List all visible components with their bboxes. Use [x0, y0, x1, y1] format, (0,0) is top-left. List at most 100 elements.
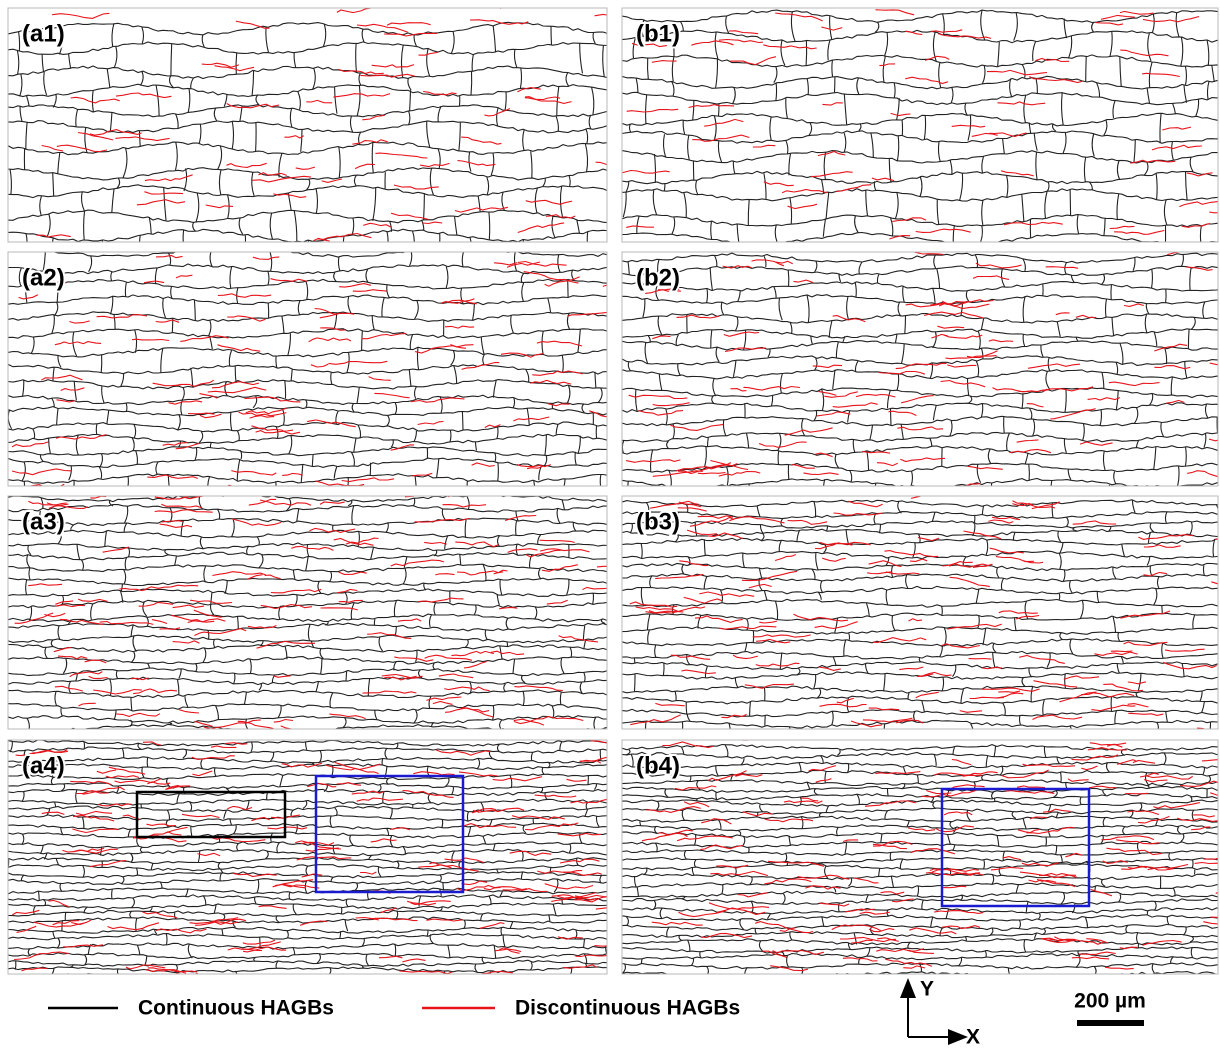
grain-boundary: [763, 590, 768, 602]
discontinuous-boundary: [755, 921, 796, 930]
grain-boundary: [116, 177, 121, 189]
grain-map: [622, 740, 1218, 974]
discontinuous-boundary: [397, 618, 422, 622]
discontinuous-boundary: [848, 500, 883, 508]
grain-boundary: [1180, 254, 1184, 267]
grain-boundary: [111, 23, 115, 47]
grain-boundary: [709, 267, 713, 291]
grain-boundary: [1172, 888, 1176, 897]
grain-boundary: [577, 435, 581, 454]
grain-boundary: [683, 850, 687, 860]
grain-boundary: [566, 579, 570, 596]
grain-boundary: [1007, 967, 1010, 974]
discontinuous-boundary: [14, 612, 54, 624]
grain-boundary: [224, 381, 228, 397]
grain-boundary: [744, 642, 748, 652]
grain-boundary: [58, 25, 64, 55]
discontinuous-boundary: [338, 599, 363, 603]
discontinuous-boundary: [1106, 742, 1127, 747]
grain-boundary: [622, 340, 1218, 351]
grain-boundary: [663, 183, 666, 192]
grain-boundary: [671, 56, 675, 82]
discontinuous-boundary: [1081, 765, 1098, 771]
grain-boundary: [990, 927, 994, 936]
grain-boundary: [370, 546, 375, 560]
grain-boundary: [236, 430, 240, 441]
discontinuous-boundary: [972, 563, 993, 569]
grain-boundary: [622, 856, 1218, 865]
discontinuous-boundary: [1028, 879, 1076, 888]
grain-boundary: [340, 907, 343, 915]
grain-boundary: [84, 127, 88, 153]
discontinuous-boundary: [655, 573, 704, 580]
grain-boundary: [234, 366, 237, 384]
discontinuous-boundary: [972, 275, 1010, 281]
discontinuous-boundary: [356, 23, 408, 33]
discontinuous-boundary: [1130, 849, 1162, 856]
grain-boundary: [1093, 966, 1097, 974]
discontinuous-boundary: [210, 745, 237, 749]
grain-boundary: [232, 920, 236, 928]
grain-boundary: [1101, 372, 1105, 389]
grain-boundary: [378, 637, 384, 652]
grain-boundary: [541, 767, 545, 775]
grain-boundary: [443, 970, 446, 974]
discontinuous-boundary: [338, 68, 384, 75]
discontinuous-boundary: [481, 970, 513, 974]
grain-boundary: [845, 529, 850, 545]
discontinuous-boundary: [574, 894, 607, 899]
discontinuous-boundary: [570, 798, 607, 804]
discontinuous-boundary: [997, 101, 1046, 106]
discontinuous-boundary: [231, 470, 277, 476]
grain-boundary: [1190, 316, 1196, 330]
grain-boundary: [522, 825, 527, 834]
discontinuous-boundary: [1138, 815, 1170, 824]
grain-boundary: [627, 361, 632, 372]
grain-boundary: [203, 565, 207, 583]
discontinuous-boundary: [325, 764, 379, 775]
grain-boundary: [1003, 416, 1005, 434]
grain-boundary: [982, 627, 987, 646]
grain-boundary: [386, 284, 390, 299]
discontinuous-boundary: [125, 964, 166, 970]
grain-boundary: [300, 129, 303, 152]
discontinuous-boundary: [743, 385, 800, 391]
grain-boundary: [48, 438, 51, 454]
grain-boundary: [297, 300, 301, 316]
discontinuous-boundary: [638, 409, 684, 416]
grain-boundary: [8, 773, 607, 780]
discontinuous-boundary: [504, 514, 537, 522]
grain-boundary: [975, 589, 980, 604]
discontinuous-boundary: [361, 332, 407, 340]
discontinuous-boundary: [676, 314, 720, 319]
discontinuous-boundary: [888, 410, 917, 416]
grain-boundary: [816, 688, 822, 699]
grain-boundary: [503, 683, 506, 693]
grain-boundary: [1163, 752, 1167, 765]
grain-boundary: [1137, 673, 1142, 692]
discontinuous-boundary: [701, 818, 732, 825]
discontinuous-boundary: [199, 413, 222, 419]
discontinuous-boundary: [247, 624, 277, 629]
grain-boundary: [238, 218, 244, 235]
grain-boundary: [717, 140, 723, 163]
grain-boundary: [183, 168, 188, 192]
grain-boundary: [574, 930, 578, 940]
grain-boundary: [316, 953, 321, 964]
grain-boundary: [50, 639, 54, 647]
discontinuous-boundary: [1147, 863, 1189, 871]
grain-boundary: [8, 966, 607, 974]
grain-boundary: [820, 755, 824, 764]
grain-boundary: [50, 776, 54, 785]
grain-boundary: [367, 678, 371, 696]
grain-boundary: [652, 900, 657, 911]
discontinuous-boundary: [36, 234, 71, 238]
grain-boundary: [1180, 833, 1185, 843]
discontinuous-boundary: [362, 114, 385, 121]
discontinuous-boundary: [56, 144, 108, 153]
grain-boundary: [649, 449, 654, 473]
discontinuous-boundary: [62, 848, 118, 854]
grain-boundary: [622, 923, 1218, 931]
grain-boundary: [60, 827, 64, 835]
grain-boundary: [818, 812, 822, 818]
